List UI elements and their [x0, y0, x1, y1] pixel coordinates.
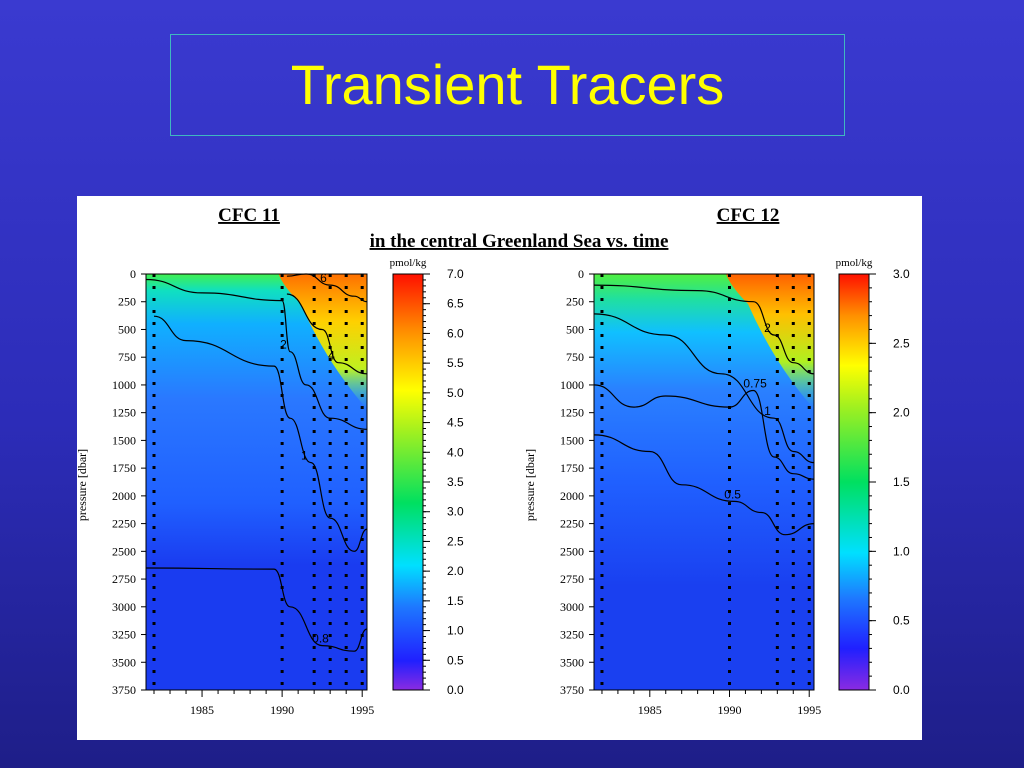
cfc12-panel: pressure [dbar] 0 250 500 750 1000 1250 1500 175… — [523, 257, 910, 717]
cfc11-y-tick-label: 2250 — [112, 517, 136, 531]
cfc11-y-tick-label: 2750 — [112, 572, 136, 586]
cfc11-contour-line — [145, 278, 368, 430]
title-box: Transient Tracers — [170, 34, 845, 136]
cfc12-y-tick-label: 500 — [566, 322, 584, 336]
cfc12-plot-frame — [593, 273, 815, 691]
cfc11-colorbar-tick-label: 2.5 — [447, 534, 464, 548]
cfc12-y-tick-label: 1250 — [560, 406, 584, 420]
cfc12-colorbar-tick-label: 2.0 — [893, 406, 910, 420]
cfc12-y-tick-label: 2250 — [560, 517, 584, 531]
cfc11-contour-line — [153, 315, 368, 552]
cfc11-y-tick-label: 2000 — [112, 489, 136, 503]
cfc11-y-tick-label: 3500 — [112, 655, 136, 669]
cfc12-title: CFC 12 — [717, 205, 780, 226]
cfc12-contour-line — [593, 434, 815, 536]
cfc12-x-tick-label: 1985 — [638, 703, 662, 717]
cfc12-colorbar-tick-label: 3.0 — [893, 267, 910, 281]
cfc12-colorbar-unit: pmol/kg — [836, 257, 873, 269]
cfc11-contour-label: 4 — [328, 349, 335, 363]
cfc11-surface-maximum — [278, 274, 367, 409]
cfc11-contour-label: 1 — [301, 449, 308, 463]
cfc11-x-tick-label: 1985 — [190, 703, 214, 717]
cfc11-y-tick-label: 500 — [118, 322, 136, 336]
cfc11-y-tick-label: 3250 — [112, 628, 136, 642]
cfc11-contour-line — [286, 293, 368, 375]
cfc11-contour-line — [145, 567, 368, 652]
figure-subtitle: in the central Greenland Sea vs. time — [370, 231, 669, 252]
cfc11-contour-label: 0.8 — [312, 632, 329, 646]
cfc12-y-tick-label: 1750 — [560, 461, 584, 475]
cfc11-colorbar-tick-label: 6.0 — [447, 326, 464, 340]
slide-title: Transient Tracers — [290, 53, 725, 116]
cfc11-colorbar-tick-label: 6.5 — [447, 297, 464, 311]
cfc12-y-tick-label: 2500 — [560, 544, 584, 558]
cfc11-colorbar-tick-label: 3.5 — [447, 475, 464, 489]
cfc12-colorbar-tick-label: 1.0 — [893, 544, 910, 558]
cfc11-y-tick-label: 1500 — [112, 433, 136, 447]
cfc11-y-tick-label: 3750 — [112, 683, 136, 697]
cfc12-contour-label: 0.75 — [743, 376, 767, 390]
cfc12-y-tick-label: 3750 — [560, 683, 584, 697]
cfc12-y-tick-label: 1000 — [560, 378, 584, 392]
cfc12-y-tick-label: 250 — [566, 295, 584, 309]
cfc12-colorbar-tick-label: 0.0 — [893, 683, 910, 697]
figure-panel: CFC 11 CFC 12 in the central Greenland S… — [77, 196, 922, 740]
cfc11-colorbar-tick-label: 0.5 — [447, 653, 464, 667]
cfc12-contour-label: 2 — [764, 321, 771, 335]
cfc12-contour-label: 1 — [764, 404, 771, 418]
cfc11-colorbar-tick-label: 5.5 — [447, 356, 464, 370]
cfc12-contour-line — [593, 384, 815, 480]
cfc12-x-tick-label: 1990 — [718, 703, 742, 717]
cfc12-x-tick-label: 1995 — [797, 703, 821, 717]
cfc11-y-tick-label: 0 — [130, 267, 136, 281]
cfc11-colorbar-tick-label: 2.0 — [447, 564, 464, 578]
cfc12-y-tick-label: 3500 — [560, 655, 584, 669]
cfc12-colorbar-tick-label: 2.5 — [893, 336, 910, 350]
cfc11-y-tick-label: 250 — [118, 295, 136, 309]
cfc11-x-tick-label: 1990 — [270, 703, 294, 717]
cfc11-y-tick-label: 750 — [118, 350, 136, 364]
cfc12-y-tick-label: 2750 — [560, 572, 584, 586]
cfc11-colorbar-tick-label: 3.0 — [447, 505, 464, 519]
cfc12-y-tick-label: 1500 — [560, 433, 584, 447]
cfc11-y-axis-title: pressure [dbar] — [77, 449, 89, 521]
cfc11-colorbar-tick-label: 5.0 — [447, 386, 464, 400]
cfc12-y-tick-label: 750 — [566, 350, 584, 364]
cfc11-title: CFC 11 — [218, 205, 280, 226]
cfc11-y-tick-label: 2500 — [112, 544, 136, 558]
cfc12-y-tick-label: 0 — [578, 267, 584, 281]
cfc11-y-tick-label: 1250 — [112, 406, 136, 420]
cfc11-colorbar-tick-label: 4.5 — [447, 416, 464, 430]
cfc12-colorbar-tick-label: 0.5 — [893, 614, 910, 628]
figure-svg: CFC 11 CFC 12 in the central Greenland S… — [77, 205, 910, 717]
cfc12-y-tick-label: 3250 — [560, 628, 584, 642]
cfc11-colorbar-tick-label: 7.0 — [447, 267, 464, 281]
cfc11-colorbar-unit: pmol/kg — [390, 257, 427, 269]
cfc12-y-axis-title: pressure [dbar] — [523, 449, 537, 521]
cfc12-colorbar-tick-label: 1.5 — [893, 475, 910, 489]
cfc11-colorbar-tick-label: 0.0 — [447, 683, 464, 697]
cfc12-y-tick-label: 2000 — [560, 489, 584, 503]
cfc12-y-tick-label: 3000 — [560, 600, 584, 614]
cfc11-colorbar-tick-label: 1.0 — [447, 624, 464, 638]
cfc11-y-tick-label: 1000 — [112, 378, 136, 392]
cfc12-colorbar — [838, 273, 870, 691]
cfc12-contour-line — [593, 313, 815, 464]
cfc12-contour-line — [593, 284, 815, 375]
cfc12-surface-maximum — [726, 274, 814, 409]
cfc11-colorbar-tick-label: 4.0 — [447, 445, 464, 459]
cfc11-contour-label: 2 — [280, 338, 287, 352]
cfc11-y-tick-label: 1750 — [112, 461, 136, 475]
cfc11-colorbar-tick-label: 1.5 — [447, 594, 464, 608]
cfc11-y-tick-label: 3000 — [112, 600, 136, 614]
cfc11-x-tick-label: 1995 — [350, 703, 374, 717]
cfc11-colorbar — [392, 273, 424, 691]
cfc12-contour-label: 0.5 — [724, 487, 741, 501]
cfc11-panel: pressure [dbar] 0 250 500 750 1000 1250 1500 175… — [77, 257, 464, 717]
cfc11-contour-label: 6 — [320, 271, 327, 285]
cfc11-plot-frame — [145, 273, 368, 691]
